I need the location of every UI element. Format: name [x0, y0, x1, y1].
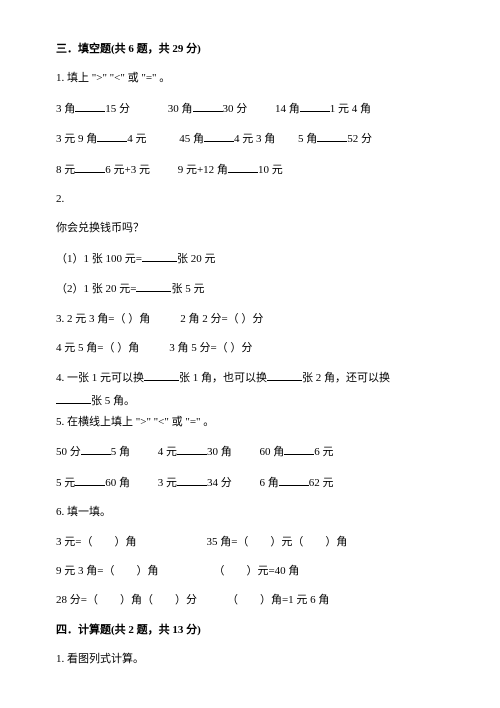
text: 10 元 — [258, 164, 283, 176]
text: 9 元+12 角 — [178, 164, 228, 176]
text: 张 5 元 — [171, 283, 204, 295]
q2-s1: （1）1 张 100 元= 张 20 元 — [56, 251, 444, 267]
q6-row1: 3 元=（ ）角 35 角=（ ）元（ ）角 — [56, 535, 444, 550]
text: 35 角=（ ）元（ ）角 — [206, 536, 347, 548]
text: （1）1 张 100 元= — [56, 253, 142, 265]
text: 3 角 5 分=（ ）分 — [169, 342, 252, 354]
text: 3 元 — [158, 477, 177, 489]
text: 4. 一张 1 元可以换 — [56, 372, 144, 384]
text: 3 元 9 角 — [56, 133, 97, 145]
blank — [75, 162, 105, 173]
text: 6 元 — [314, 446, 333, 458]
text: 3 元=（ ）角 — [56, 536, 136, 548]
q2-num: 2. — [56, 192, 444, 207]
q1-row2: 3 元 9 角 4 元 45 角 4 元 3 角 5 角 52 分 — [56, 131, 444, 147]
text: 3 角 — [56, 103, 75, 115]
q5-row2: 5 元 60 角 3 元 34 分 6 角 62 元 — [56, 475, 444, 491]
section3-title: 三．填空题(共 6 题，共 29 分) — [56, 42, 444, 57]
blank — [56, 393, 91, 404]
text: 5 元 — [56, 477, 75, 489]
text: 30 分 — [223, 103, 248, 115]
blank — [267, 370, 302, 381]
blank — [177, 475, 207, 486]
text: 8 元 — [56, 164, 75, 176]
q1-row3: 8 元 6 元+3 元 9 元+12 角 10 元 — [56, 162, 444, 178]
text: 28 分=（ ）角（ ）分 — [56, 594, 197, 606]
text: 6 元+3 元 — [105, 164, 150, 176]
blank — [317, 131, 347, 142]
text: 14 角 — [275, 103, 300, 115]
text: 60 角 — [260, 446, 285, 458]
text: 45 角 — [179, 133, 204, 145]
blank — [97, 131, 127, 142]
blank — [284, 444, 314, 455]
text: 15 分 — [105, 103, 130, 115]
q6-row2: 9 元 3 角=（ ）角 （ ）元=40 角 — [56, 564, 444, 579]
q6-row3: 28 分=（ ）角（ ）分 （ ）角=1 元 6 角 — [56, 593, 444, 608]
blank — [300, 101, 330, 112]
q4-line2: 张 5 角。 — [56, 393, 444, 409]
blank — [75, 101, 105, 112]
text: 张 20 元 — [177, 253, 216, 265]
blank — [177, 444, 207, 455]
q5-row1: 50 分 5 角 4 元 30 角 60 角 6 元 — [56, 444, 444, 460]
blank — [81, 444, 111, 455]
blank — [204, 131, 234, 142]
text: 30 角 — [207, 446, 232, 458]
text: 4 元 5 角=（ ）角 — [56, 342, 139, 354]
text: 9 元 3 角=（ ）角 — [56, 565, 158, 577]
text: 60 角 — [105, 477, 130, 489]
q3-row1: 3. 2 元 3 角=（ ）角 2 角 2 分=（ ）分 — [56, 312, 444, 327]
s4-q1: 1. 看图列式计算。 — [56, 652, 444, 667]
text: 5 角 — [111, 446, 130, 458]
blank — [142, 251, 177, 262]
text: 1 元 4 角 — [330, 103, 371, 115]
text: 张 1 角，也可以换 — [179, 372, 267, 384]
blank — [228, 162, 258, 173]
q1-prompt: 1. 填上 ">" "<" 或 "=" 。 — [56, 71, 444, 86]
q6-prompt: 6. 填一填。 — [56, 505, 444, 520]
q5-prompt: 5. 在横线上填上 ">" "<" 或 "=" 。 — [56, 415, 444, 430]
text: （ ）角=1 元 6 角 — [227, 594, 329, 606]
text: 张 2 角，还可以换 — [302, 372, 390, 384]
text: 30 角 — [168, 103, 193, 115]
text: 62 元 — [309, 477, 334, 489]
blank — [193, 101, 223, 112]
blank — [279, 475, 309, 486]
blank — [136, 281, 171, 292]
blank — [75, 475, 105, 486]
text: （ ）元=40 角 — [213, 565, 299, 577]
q2-prompt: 你会兑换钱币吗？ — [56, 221, 444, 236]
text: 50 分 — [56, 446, 81, 458]
text: 3. 2 元 3 角=（ ）角 — [56, 313, 150, 325]
text: 4 元 3 角 — [234, 133, 275, 145]
blank — [144, 370, 179, 381]
text: 2 角 2 分=（ ）分 — [180, 313, 263, 325]
text: 张 5 角。 — [91, 395, 135, 407]
text: 5 角 — [298, 133, 317, 145]
text: 34 分 — [207, 477, 232, 489]
text: 52 分 — [347, 133, 372, 145]
q1-row1: 3 角 15 分 30 角 30 分 14 角 1 元 4 角 — [56, 101, 444, 117]
text: 4 元 — [158, 446, 177, 458]
q4-line1: 4. 一张 1 元可以换 张 1 角，也可以换 张 2 角，还可以换 — [56, 370, 444, 386]
section4-title: 四．计算题(共 2 题，共 13 分) — [56, 623, 444, 638]
text: 6 角 — [260, 477, 279, 489]
text: （2）1 张 20 元= — [56, 283, 136, 295]
q2-s2: （2）1 张 20 元= 张 5 元 — [56, 281, 444, 297]
text: 4 元 — [127, 133, 146, 145]
q3-row2: 4 元 5 角=（ ）角 3 角 5 分=（ ）分 — [56, 341, 444, 356]
